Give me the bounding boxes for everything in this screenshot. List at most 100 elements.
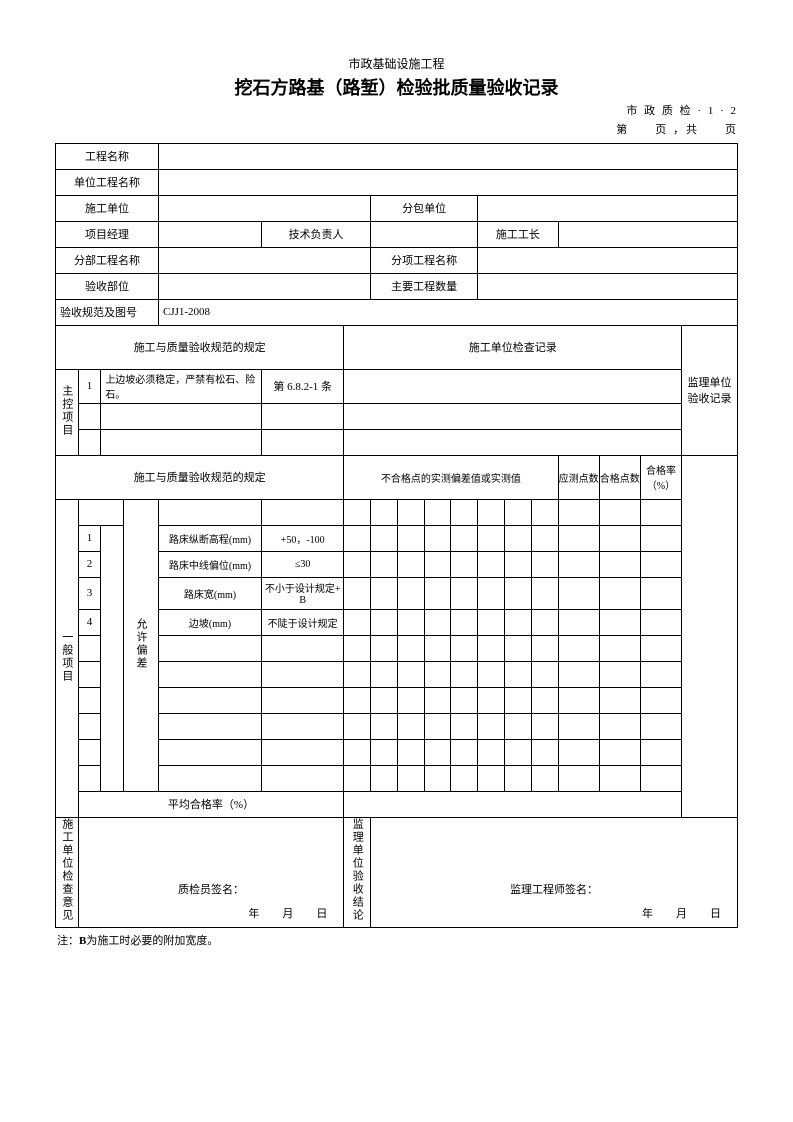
cell [344,551,371,577]
cell [78,499,123,525]
cell [424,577,451,609]
cell [558,499,599,525]
cell [261,429,343,455]
cell [640,713,681,739]
cell [558,687,599,713]
sec2-h3: 应测点数 [558,455,599,499]
cell [531,499,558,525]
cell [558,635,599,661]
cell [397,499,424,525]
cell [371,525,398,551]
cell [424,713,451,739]
cell [478,713,505,739]
value-unit-project [158,169,737,195]
cell [640,499,681,525]
cell [397,525,424,551]
cell [451,609,478,635]
cell [371,551,398,577]
cell [424,765,451,791]
cell [344,429,682,455]
value-accept-part [158,273,370,299]
cell [451,687,478,713]
cell [640,551,681,577]
cell [344,687,371,713]
cell [261,635,343,661]
footnote: 注：B为施工时必要的附加宽度。 [55,932,738,948]
cell [640,765,681,791]
value-pm [158,221,261,247]
sec2-rowlabel: 一般项目 [56,499,79,817]
cell [599,635,640,661]
cell [424,661,451,687]
sec1-h2: 施工单位检查记录 [344,325,682,369]
value-division [158,247,370,273]
cell [261,499,343,525]
cell [397,765,424,791]
cell [478,551,505,577]
cell [78,429,101,455]
cell [599,609,640,635]
item-name: 路床纵断高程(mm) [158,525,261,551]
cell [599,577,640,609]
item-spec: 不小于设计规定+B [261,577,343,609]
cell [371,661,398,687]
cell [504,635,531,661]
value-spec-no: CJJ1-2008 [158,299,737,325]
sec2-supervise [682,455,738,817]
cell [397,713,424,739]
cell [531,765,558,791]
cell [478,687,505,713]
cell [640,661,681,687]
cell [558,739,599,765]
cell [101,429,262,455]
cell [504,499,531,525]
label-main-qty: 主要工程数量 [371,273,478,299]
cell [261,403,343,429]
cell [478,577,505,609]
cell [599,525,640,551]
cell [531,713,558,739]
cell [344,739,371,765]
cell [397,609,424,635]
cell [599,551,640,577]
sig-right: 监理工程师签名： 年 月 日 [371,817,738,927]
cell [78,661,101,687]
value-project-name [158,143,737,169]
avg-label: 平均合格率（%） [78,791,344,817]
cell [371,635,398,661]
doc-code: 市 政 质 检 · 1 · 2 [55,104,738,119]
cell [344,577,371,609]
cell [344,661,371,687]
cell [558,609,599,635]
cell [371,713,398,739]
cell [558,577,599,609]
cell [478,499,505,525]
cell [158,499,261,525]
cell [261,739,343,765]
item-name: 路床宽(mm) [158,577,261,609]
cell [371,687,398,713]
cell [478,609,505,635]
cell [599,661,640,687]
cell [158,713,261,739]
sig-left: 质检员签名： 年 月 日 [78,817,344,927]
cell [531,739,558,765]
cell [504,609,531,635]
cell [371,739,398,765]
cell [531,525,558,551]
label-division: 分部工程名称 [56,247,159,273]
label-project-name: 工程名称 [56,143,159,169]
sub-header: 市政基础设施工程 [55,55,738,72]
cell [397,661,424,687]
cell [261,765,343,791]
cell [451,551,478,577]
sec1-rowlabel: 主控项目 [56,369,79,455]
sec2-h4: 合格点数 [599,455,640,499]
cell [158,687,261,713]
cell [261,661,343,687]
cell [478,661,505,687]
cell [158,739,261,765]
item-spec: ≤30 [261,551,343,577]
cell [451,499,478,525]
sec1-r1-ref: 第 6.8.2-1 条 [261,369,343,403]
